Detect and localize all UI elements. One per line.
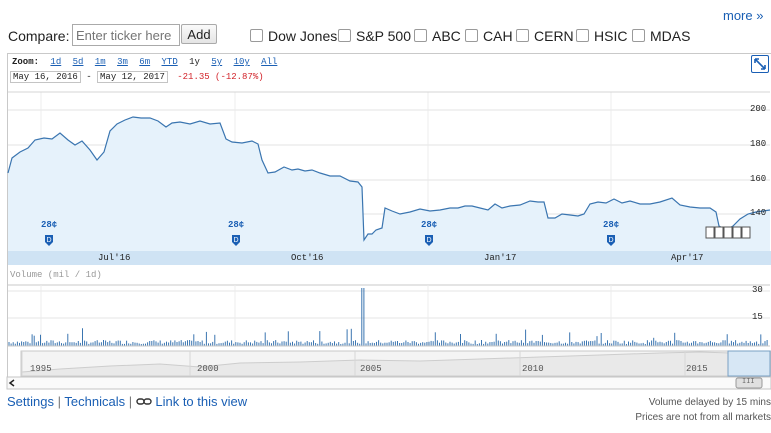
- compare-cah[interactable]: CAH: [465, 28, 513, 44]
- y-tick-140: 140: [750, 208, 767, 218]
- x-label-jul16: Jul'16: [98, 253, 131, 263]
- compare-abc[interactable]: ABC: [414, 28, 461, 44]
- compare-cern[interactable]: CERN: [516, 28, 574, 44]
- volume-label: Volume (mil / 1d): [10, 270, 102, 280]
- zoom-ytd[interactable]: YTD: [161, 57, 178, 67]
- compare-abc-label: ABC: [432, 28, 461, 44]
- zoom-bar: Zoom: 1d 5d 1m 3m 6m YTD 1y 5y 10y All: [12, 57, 277, 67]
- more-link[interactable]: more »: [723, 8, 764, 23]
- dividend-flag-label[interactable]: 28¢: [603, 220, 620, 230]
- x-label-oct16: Oct'16: [291, 253, 324, 263]
- compare-hsic-label: HSIC: [594, 28, 628, 44]
- x-label-jan17: Jan'17: [484, 253, 517, 263]
- volume-delay-note: Volume delayed by 15 mins: [648, 397, 771, 408]
- checkbox[interactable]: [516, 29, 529, 42]
- footer-links: Settings | Technicals | Link to this vie…: [7, 394, 247, 409]
- compare-hsic[interactable]: HSIC: [576, 28, 627, 44]
- zoom-5d[interactable]: 5d: [72, 57, 84, 67]
- range-dash: -: [86, 72, 92, 82]
- link-icon: [136, 398, 152, 405]
- compare-mdas[interactable]: MDAS: [632, 28, 690, 44]
- y-tick-180: 180: [750, 139, 767, 149]
- dividend-flag-label[interactable]: 28¢: [41, 220, 58, 230]
- chart-frame: [7, 53, 771, 389]
- y-tick-200: 200: [750, 104, 767, 114]
- checkbox[interactable]: [465, 29, 478, 42]
- zoom-1d[interactable]: 1d: [50, 57, 62, 67]
- dividend-flag-label[interactable]: 28¢: [228, 220, 245, 230]
- overview-year: 2015: [686, 364, 708, 374]
- zoom-6m[interactable]: 6m: [139, 57, 151, 67]
- zoom-all[interactable]: All: [261, 57, 278, 67]
- zoom-5y[interactable]: 5y: [211, 57, 223, 67]
- vol-tick-15: 15: [752, 312, 763, 322]
- zoom-1m[interactable]: 1m: [94, 57, 106, 67]
- compare-mdas-label: MDAS: [650, 28, 691, 44]
- price-change: -21.35 (-12.87%): [177, 72, 264, 82]
- expand-icon[interactable]: [751, 55, 769, 73]
- compare-label: Compare:: [8, 28, 70, 44]
- technicals-link[interactable]: Technicals: [64, 394, 126, 409]
- checkbox[interactable]: [250, 29, 263, 42]
- checkbox[interactable]: [576, 29, 589, 42]
- overview-year: 1995: [30, 364, 52, 374]
- checkbox[interactable]: [338, 29, 351, 42]
- add-button[interactable]: Add: [181, 24, 217, 44]
- prices-note: Prices are not from all markets: [635, 412, 771, 423]
- compare-bar: Compare: Add Dow Jones S&P 500 ABC CAH C…: [0, 22, 771, 50]
- link-to-view[interactable]: Link to this view: [155, 394, 248, 409]
- zoom-label: Zoom:: [12, 57, 40, 67]
- zoom-1y[interactable]: 1y: [189, 57, 200, 67]
- zoom-3m[interactable]: 3m: [117, 57, 128, 67]
- separator: |: [128, 394, 133, 409]
- settings-link[interactable]: Settings: [7, 394, 54, 409]
- compare-dow-jones[interactable]: Dow Jones: [250, 28, 337, 44]
- overview-grip[interactable]: III: [742, 378, 755, 386]
- compare-sp500[interactable]: S&P 500: [338, 28, 411, 44]
- date-range: May 16, 2016 - May 12, 2017 -21.35 (-12.…: [10, 71, 264, 83]
- compare-cah-label: CAH: [483, 28, 513, 44]
- overview-year: 2010: [522, 364, 544, 374]
- dividend-flag-label[interactable]: 28¢: [421, 220, 438, 230]
- end-date[interactable]: May 12, 2017: [97, 71, 168, 83]
- compare-dow-jones-label: Dow Jones: [268, 28, 338, 44]
- vol-tick-30: 30: [752, 285, 763, 295]
- start-date[interactable]: May 16, 2016: [10, 71, 81, 83]
- overview-year: 2005: [360, 364, 382, 374]
- compare-cern-label: CERN: [534, 28, 574, 44]
- x-label-apr17: Apr'17: [671, 253, 704, 263]
- separator: |: [57, 394, 61, 409]
- y-tick-160: 160: [750, 174, 767, 184]
- zoom-10y[interactable]: 10y: [233, 57, 250, 67]
- ticker-input[interactable]: [72, 24, 180, 46]
- overview-year: 2000: [197, 364, 219, 374]
- checkbox[interactable]: [632, 29, 645, 42]
- checkbox[interactable]: [414, 29, 427, 42]
- compare-sp500-label: S&P 500: [356, 28, 412, 44]
